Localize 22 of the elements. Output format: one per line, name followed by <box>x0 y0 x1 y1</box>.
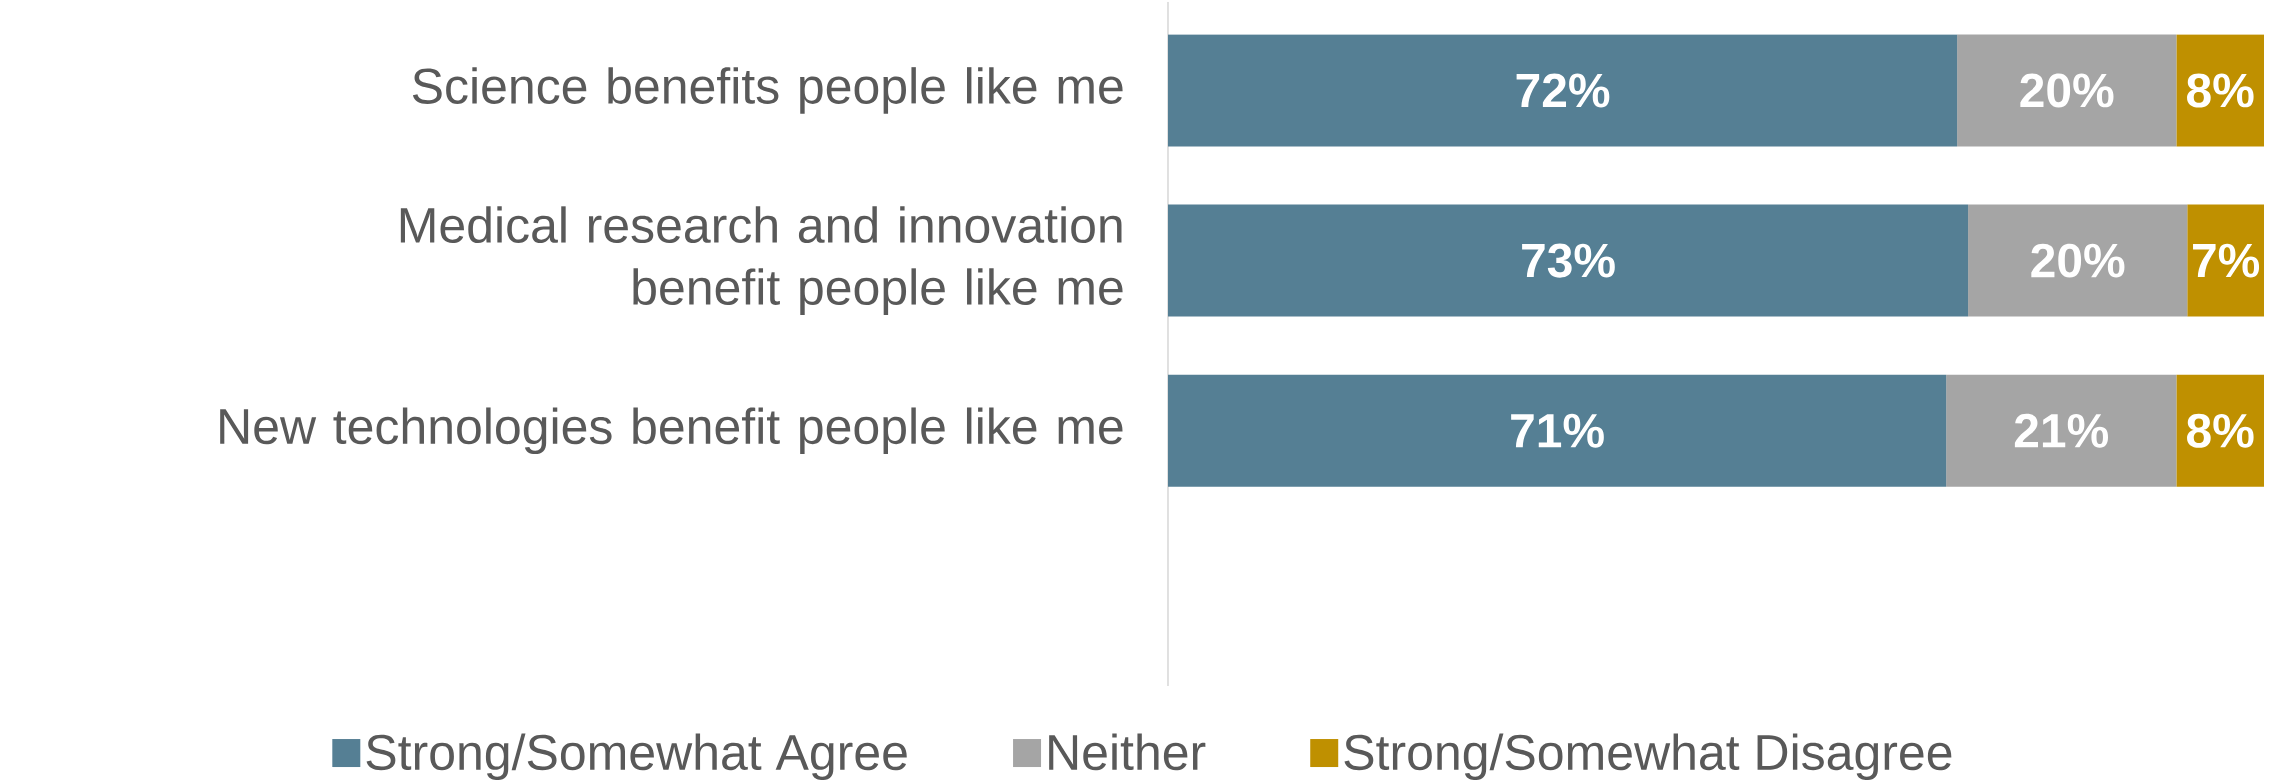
bar <box>1946 374 2177 487</box>
data-label: 20% <box>2020 73 2114 108</box>
y-tick-label: Science benefits people like me <box>412 67 1123 114</box>
y-tick-label: Medical research and innovation benefit people like me <box>400 206 1123 315</box>
data-label: 20% <box>2031 243 2125 278</box>
data-label: 21% <box>2014 413 2108 448</box>
legend-label: Neither <box>1049 733 1206 771</box>
bar <box>1968 204 2188 317</box>
bar <box>1168 204 1969 317</box>
bar <box>1168 34 1958 147</box>
legend-label: Strong/Somewhat Agree <box>366 733 907 780</box>
bar <box>1168 374 1947 487</box>
y-tick-label: New technologies benefit people like me <box>220 407 1123 455</box>
legend-label: Strong/Somewhat Disagree <box>1344 733 1952 780</box>
data-label: 8% <box>2187 413 2254 448</box>
bar <box>2187 204 2264 317</box>
data-label: 8% <box>2187 73 2254 108</box>
data-label: 73% <box>1522 243 1615 278</box>
data-label: 7% <box>2193 243 2260 278</box>
data-label: 71% <box>1511 413 1604 448</box>
bar <box>1957 34 2177 147</box>
data-label: 72% <box>1516 73 1610 108</box>
